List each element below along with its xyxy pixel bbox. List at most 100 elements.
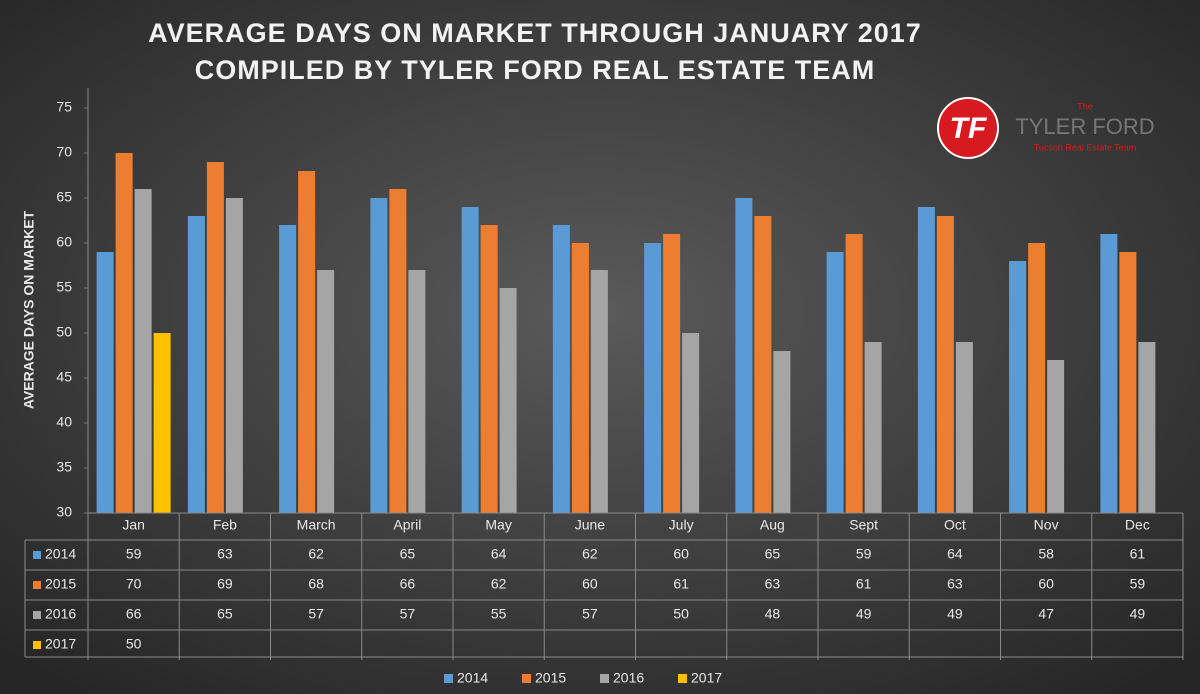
bar: [571, 243, 589, 513]
y-tick-label: 75: [56, 99, 72, 115]
bar: [499, 288, 517, 513]
table-cell: 69: [217, 576, 233, 592]
legend-label: 2016: [613, 670, 644, 686]
bar: [317, 270, 335, 513]
x-tick-label: Feb: [213, 517, 237, 533]
bar: [134, 189, 152, 513]
y-tick-label: 55: [56, 279, 72, 295]
table-cell: 66: [126, 606, 142, 622]
bar: [644, 243, 662, 513]
bar: [955, 342, 973, 513]
y-tick-label: 45: [56, 369, 72, 385]
logo-tagline: Tucson Real Estate Team: [1034, 142, 1137, 152]
table-cell: 60: [582, 576, 598, 592]
bar: [1047, 360, 1065, 513]
x-tick-label: April: [393, 517, 421, 533]
bar: [682, 333, 700, 513]
bar: [826, 252, 844, 513]
bar: [279, 225, 297, 513]
bar: [735, 198, 753, 513]
bar: [754, 216, 772, 513]
logo-pre: The: [1077, 101, 1093, 111]
table-cell: 50: [673, 606, 689, 622]
bar: [773, 351, 791, 513]
table-cell: 55: [491, 606, 507, 622]
table-cell: 61: [1130, 546, 1146, 562]
x-tick-label: June: [575, 517, 606, 533]
legend-label: 2017: [691, 670, 722, 686]
bar: [115, 153, 133, 513]
bar: [206, 162, 224, 513]
bar: [1138, 342, 1156, 513]
table-cell: 61: [856, 576, 872, 592]
y-tick-label: 30: [56, 504, 72, 520]
table-cell: 64: [947, 546, 963, 562]
bar: [298, 171, 316, 513]
table-cell: 59: [1130, 576, 1146, 592]
table-cell: 50: [126, 636, 142, 652]
bar: [1119, 252, 1137, 513]
table-cell: 66: [400, 576, 416, 592]
table-cell: 65: [217, 606, 233, 622]
table-cell: 62: [491, 576, 507, 592]
table-cell: 65: [400, 546, 416, 562]
table-cell: 59: [856, 546, 872, 562]
logo-mark: TF: [950, 112, 987, 145]
table-cell: 57: [308, 606, 324, 622]
legend-key: [33, 581, 41, 589]
bar: [936, 216, 954, 513]
table-cell: 60: [1038, 576, 1054, 592]
x-tick-label: March: [297, 517, 336, 533]
x-tick-label: Nov: [1034, 517, 1059, 533]
x-tick-label: May: [485, 517, 511, 533]
table-cell: 62: [308, 546, 324, 562]
bar: [389, 189, 407, 513]
bar: [370, 198, 388, 513]
y-tick-label: 60: [56, 234, 72, 250]
logo-name: TYLER FORD: [1015, 114, 1154, 139]
table-cell: 63: [765, 576, 781, 592]
bar: [96, 252, 114, 513]
chart-title: AVERAGE DAYS ON MARKET THROUGH JANUARY 2…: [148, 18, 922, 48]
table-cell: 62: [582, 546, 598, 562]
table-cell: 60: [673, 546, 689, 562]
logo-circle: [937, 97, 999, 159]
legend-key: [444, 674, 453, 683]
legend-key: [33, 641, 41, 649]
table-row-label: 2016: [45, 606, 76, 622]
table-cell: 59: [126, 546, 142, 562]
bar: [187, 216, 205, 513]
table-cell: 49: [1130, 606, 1146, 622]
table-cell: 70: [126, 576, 142, 592]
bar: [663, 234, 681, 513]
chart-subtitle: COMPILED BY TYLER FORD REAL ESTATE TEAM: [195, 55, 876, 85]
legend-key: [33, 551, 41, 559]
y-tick-label: 65: [56, 189, 72, 205]
bar: [480, 225, 498, 513]
table-cell: 64: [491, 546, 507, 562]
table-cell: 63: [947, 576, 963, 592]
bar: [461, 207, 479, 513]
x-tick-label: Sept: [849, 517, 878, 533]
table-cell: 48: [765, 606, 781, 622]
bar: [1009, 261, 1027, 513]
bar: [864, 342, 882, 513]
bar: [1100, 234, 1118, 513]
table-cell: 63: [217, 546, 233, 562]
logo: TF The TYLER FORD Tucson Real Estate Tea…: [937, 97, 1155, 159]
bar: [552, 225, 570, 513]
legend-key: [678, 674, 687, 683]
table-cell: 57: [400, 606, 416, 622]
table-cell: 49: [856, 606, 872, 622]
legend-key: [600, 674, 609, 683]
bar: [845, 234, 863, 513]
y-tick-label: 50: [56, 324, 72, 340]
table-cell: 61: [673, 576, 689, 592]
legend-label: 2015: [535, 670, 566, 686]
legend-label: 2014: [457, 670, 488, 686]
x-tick-label: Jan: [122, 517, 145, 533]
x-tick-label: July: [669, 517, 694, 533]
table-cell: 57: [582, 606, 598, 622]
table-cell: 58: [1038, 546, 1054, 562]
